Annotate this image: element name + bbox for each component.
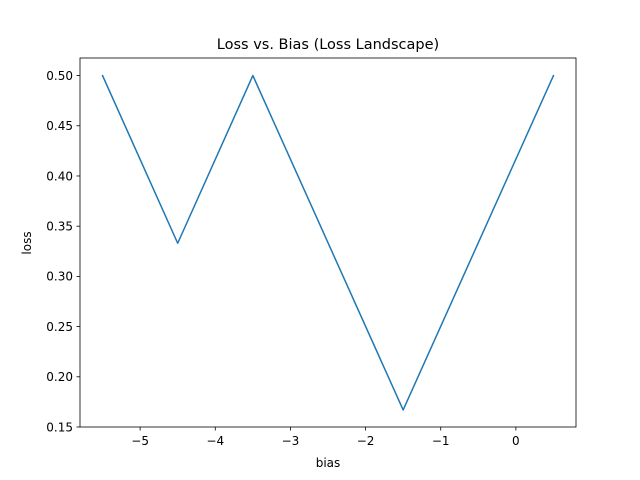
y-axis: 0.15 0.20 0.25 0.30 0.35 0.40 0.45 0.50 <box>46 69 80 434</box>
x-tick-label: −2 <box>357 434 375 448</box>
y-tick-label: 0.30 <box>46 270 73 284</box>
y-axis-title: loss <box>20 231 34 254</box>
x-tick-label: −3 <box>282 434 300 448</box>
plot-frame <box>79 57 577 428</box>
x-axis-title: bias <box>316 456 341 470</box>
y-tick-label: 0.20 <box>46 370 73 384</box>
x-tick-label: −1 <box>432 434 450 448</box>
y-tick-label: 0.50 <box>46 69 73 83</box>
x-tick-label: −4 <box>206 434 224 448</box>
x-tick-label: 0 <box>512 434 520 448</box>
plot-area <box>101 74 555 411</box>
chart-title: Loss vs. Bias (Loss Landscape) <box>217 37 439 53</box>
y-tick-label: 0.45 <box>46 119 73 133</box>
y-tick-label: 0.35 <box>46 219 73 233</box>
y-tick-label: 0.15 <box>46 420 73 434</box>
x-axis: −5 −4 −3 −2 −1 0 <box>131 427 520 448</box>
loss-series-line <box>101 74 555 411</box>
y-tick-label: 0.40 <box>46 169 73 183</box>
x-tick-label: −5 <box>131 434 149 448</box>
y-tick-label: 0.25 <box>46 320 73 334</box>
